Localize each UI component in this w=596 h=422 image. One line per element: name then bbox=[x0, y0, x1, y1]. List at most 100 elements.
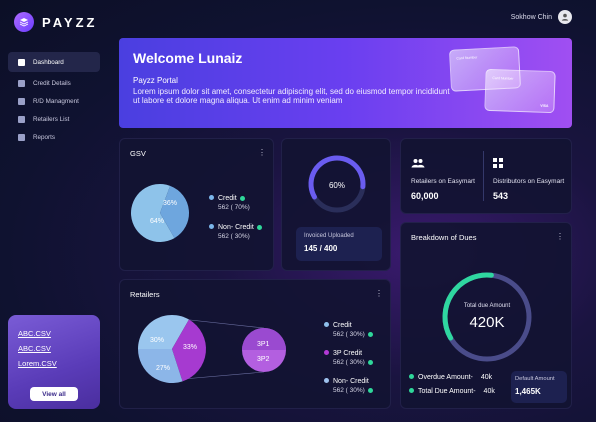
sidebar-item-dashboard[interactable]: Dashboard bbox=[8, 52, 100, 72]
sidebar-item-retailers-list[interactable]: Retailers List bbox=[8, 110, 100, 128]
welcome-body: Lorem ipsum dolor sit amet, consectetur … bbox=[133, 87, 450, 105]
legend-value: 562 ( 30%) bbox=[333, 387, 365, 394]
legend-dot bbox=[409, 374, 414, 379]
user-name: Sokhow Chin bbox=[510, 13, 552, 21]
pie-slice-3p-credit bbox=[172, 319, 206, 382]
sub-label: 3P2 bbox=[257, 356, 270, 363]
file-link[interactable]: Lorem.CSV bbox=[18, 359, 57, 368]
stat-value: 60,000 bbox=[411, 191, 439, 201]
file-link[interactable]: ABC.CSV bbox=[18, 329, 51, 338]
sidebar-item-rd-managment[interactable]: R/D Managment bbox=[8, 92, 100, 110]
dues-gauge: Total due Amount 420K bbox=[442, 272, 532, 362]
gsv-pie: 64% 36% bbox=[131, 184, 189, 242]
legend-item-non-credit: Non- Credit 562 ( 30%) bbox=[324, 378, 373, 394]
brand-name: PAYZZ bbox=[42, 14, 98, 30]
pie-slice-non-credit bbox=[138, 349, 183, 383]
welcome-subtitle: Payzz Portal bbox=[133, 76, 178, 85]
home-icon bbox=[18, 58, 25, 66]
stat-label: Distributors on Easymart bbox=[493, 178, 565, 185]
more-icon[interactable]: ⋮ bbox=[258, 148, 266, 157]
welcome-banner: Welcome Lunaiz Payzz Portal Lorem ipsum … bbox=[119, 38, 572, 128]
sidebar-item-credit-details[interactable]: Credit Details bbox=[8, 74, 100, 92]
sidebar-nav: Dashboard Credit Details R/D Managment R… bbox=[8, 52, 100, 146]
gauge-value: 420K bbox=[469, 314, 504, 331]
legend-item-credit: Credit 562 ( 30%) bbox=[324, 322, 373, 338]
stat-distributors: Distributors on Easymart 543 bbox=[493, 155, 571, 201]
file-link[interactable]: ABC.CSV bbox=[18, 344, 51, 353]
check-icon bbox=[367, 359, 373, 365]
legend-dot bbox=[324, 378, 329, 383]
gauge-label: 60% bbox=[329, 181, 345, 190]
check-icon bbox=[367, 387, 373, 393]
pie-slice-credit bbox=[138, 315, 189, 349]
invoice-gauge: 60% bbox=[308, 155, 366, 213]
dues-row-value: 40k bbox=[483, 388, 495, 395]
slice-label: 27% bbox=[156, 365, 170, 372]
legend-dot bbox=[409, 388, 414, 393]
legend-item-3p-credit: 3P Credit 562 ( 30%) bbox=[324, 350, 373, 366]
sub-pie-slice bbox=[242, 328, 286, 350]
legend-label: Non- Credit bbox=[333, 378, 369, 385]
more-icon[interactable]: ⋮ bbox=[375, 289, 383, 298]
card-label: Card Number bbox=[456, 55, 478, 61]
user-menu[interactable]: Sokhow Chin bbox=[511, 10, 572, 24]
list-icon bbox=[18, 115, 25, 123]
grid-icon bbox=[493, 158, 503, 168]
legend-dot bbox=[209, 195, 214, 200]
slice-label: 30% bbox=[150, 337, 164, 344]
legend-dot bbox=[324, 322, 329, 327]
card-label: Card Number bbox=[492, 76, 514, 81]
legend-label: Non- Credit bbox=[218, 224, 254, 231]
sidebar-item-label: Retailers List bbox=[33, 115, 70, 123]
legend-dot bbox=[324, 350, 329, 355]
sidebar-item-label: R/D Managment bbox=[33, 97, 79, 105]
view-all-button[interactable]: View all bbox=[30, 387, 78, 401]
stat-label: Retailers on Easymart bbox=[411, 178, 475, 185]
card-brand: VISA bbox=[540, 103, 549, 109]
panel-title: Breakdown of Dues bbox=[411, 233, 477, 242]
more-icon[interactable]: ⋮ bbox=[556, 232, 564, 241]
legend-label: Credit bbox=[333, 322, 352, 329]
legend-value: 562 ( 30%) bbox=[333, 331, 365, 338]
dues-row-total: Total Due Amount- 40k bbox=[409, 388, 495, 395]
legend-value: 562 ( 30%) bbox=[333, 359, 365, 366]
sidebar-item-reports[interactable]: Reports bbox=[8, 128, 100, 146]
default-value: 1,465K bbox=[515, 387, 541, 396]
gauge-caption: Total due Amount bbox=[464, 303, 511, 309]
divider bbox=[483, 151, 484, 201]
brand[interactable]: PAYZZ bbox=[14, 12, 97, 32]
invoice-summary: Invoiced Uploaded 145 / 400 bbox=[296, 227, 382, 261]
legend-label: Credit bbox=[218, 195, 237, 202]
dues-row-label: Overdue Amount- bbox=[418, 374, 473, 381]
legend-value: 562 ( 70%) bbox=[218, 204, 250, 211]
pie-slice-non-credit bbox=[160, 185, 189, 239]
sidebar-item-label: Reports bbox=[33, 133, 56, 141]
gauge-arc bbox=[308, 155, 366, 200]
user-avatar-icon[interactable] bbox=[558, 10, 572, 24]
sub-label: 3P1 bbox=[257, 341, 270, 348]
legend-value: 562 ( 30%) bbox=[218, 233, 250, 240]
panel-title: GSV bbox=[130, 149, 146, 158]
invoice-value: 145 / 400 bbox=[304, 244, 338, 253]
slice-label: 64% bbox=[150, 218, 164, 225]
dues-panel: Breakdown of Dues ⋮ Total due Amount 420… bbox=[400, 222, 572, 409]
stat-retailers: Retailers on Easymart 60,000 bbox=[411, 155, 487, 201]
dues-row-label: Total Due Amount- bbox=[418, 388, 476, 395]
slice-label: 36% bbox=[163, 200, 177, 207]
layers-icon bbox=[14, 12, 34, 32]
recent-files-card: ABC.CSV ABC.CSV Lorem.CSV View all bbox=[8, 315, 100, 409]
check-icon bbox=[367, 331, 373, 337]
users-icon bbox=[411, 159, 425, 168]
legend-item-credit: Credit 562 ( 70%) bbox=[209, 195, 250, 211]
panel-title: Retailers bbox=[130, 290, 160, 299]
default-label: Default Amount bbox=[515, 376, 555, 382]
stat-value: 543 bbox=[493, 191, 509, 201]
legend-dot bbox=[209, 224, 214, 229]
gsv-panel: GSV ⋮ 64% 36% Credit 562 ( 70%) Non- Cre… bbox=[119, 138, 274, 271]
pie-slice-credit bbox=[131, 184, 175, 242]
check-icon bbox=[239, 195, 245, 201]
database-icon bbox=[18, 97, 25, 105]
gauge-arc bbox=[442, 272, 494, 341]
dues-row-overdue: Overdue Amount- 40k bbox=[409, 374, 492, 381]
invoice-panel: 60% Invoiced Uploaded 145 / 400 bbox=[281, 138, 391, 271]
